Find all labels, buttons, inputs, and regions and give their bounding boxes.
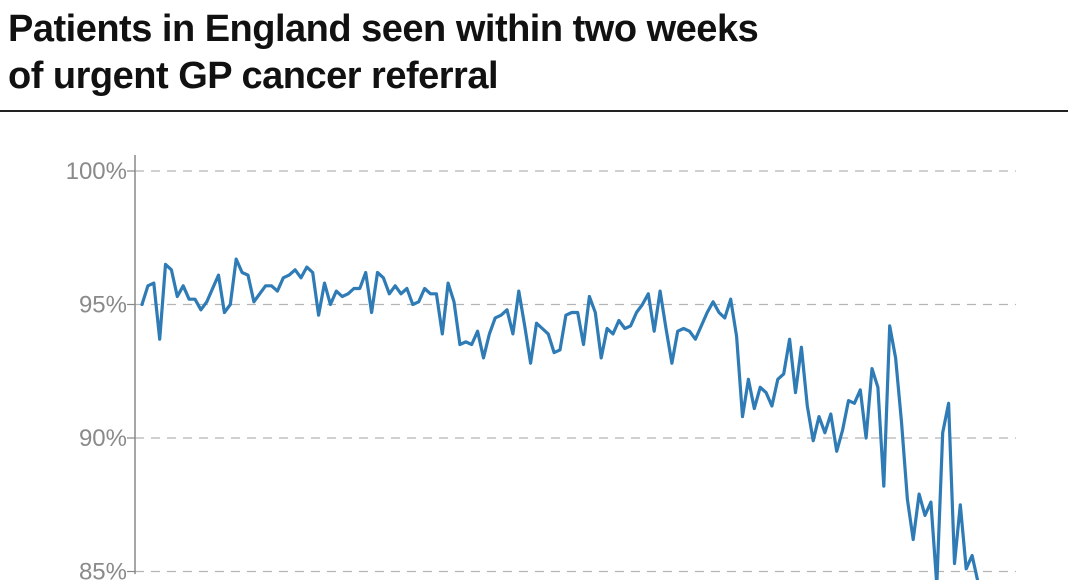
y-tick-label: 95%	[79, 292, 127, 319]
y-tick-label: 100%	[66, 158, 127, 185]
y-tick-label: 85%	[79, 559, 127, 580]
series-layer	[140, 257, 980, 580]
series-line	[140, 257, 980, 580]
y-tick-label: 90%	[79, 425, 127, 452]
chart-title-line-1: Patients in England seen within two week…	[8, 8, 759, 50]
gridlines	[135, 170, 1016, 573]
y-tick-labels: 100% 95% 90% 85%	[66, 158, 135, 580]
chart-title: Patients in England seen within two week…	[8, 6, 1048, 100]
title-divider	[0, 110, 1068, 112]
chart-title-line-2: of urgent GP cancer referral	[8, 55, 499, 97]
